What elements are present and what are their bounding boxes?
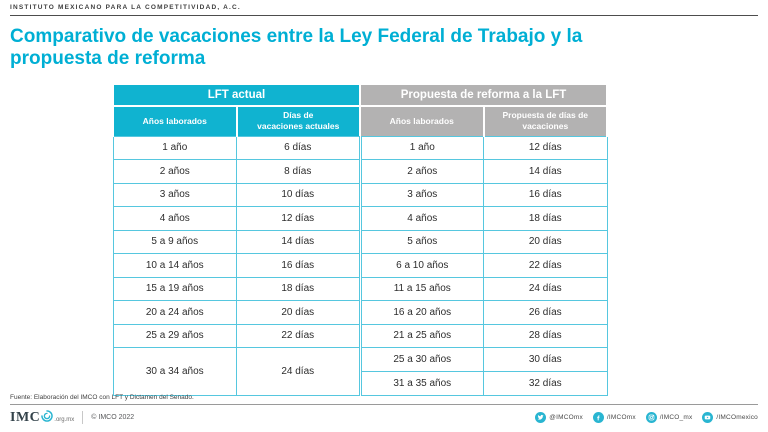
comparison-table: LFT actual Propuesta de reforma a la LFT… xyxy=(111,83,609,396)
top-divider xyxy=(10,15,758,16)
cell-lft-days: 22 días xyxy=(236,323,361,348)
imco-logo: IMC .org.mx © IMCO 2022 xyxy=(10,408,134,427)
social-label: /IMCO_mx xyxy=(659,414,693,421)
cell-lft-days: 14 días xyxy=(236,229,361,254)
cell-lft-years: 1 año xyxy=(112,135,237,160)
cell-reforma-days: 24 días xyxy=(483,276,608,301)
footer: IMC .org.mx © IMCO 2022 @IMCOmx xyxy=(10,407,758,428)
header-propuesta-reforma: Propuesta de reforma a la LFT xyxy=(359,83,609,107)
table-row: 2 años 8 días 2 años 14 días xyxy=(112,159,608,184)
cell-reforma-years: 11 a 15 años xyxy=(358,276,485,301)
youtube-icon xyxy=(702,412,714,423)
cell-lft-years: 20 a 24 años xyxy=(112,300,237,325)
table-row: 15 a 19 años 18 días 11 a 15 años 24 día… xyxy=(112,276,608,301)
table-row: 1 año 6 días 1 año 12 días xyxy=(112,135,608,160)
cell-reforma-years: 21 a 25 años xyxy=(358,323,485,348)
social-label: /IMCOmx xyxy=(606,414,636,421)
cell-lft-years: 5 a 9 años xyxy=(112,229,237,254)
cell-reforma-days: 16 días xyxy=(483,182,608,207)
instagram-icon xyxy=(645,412,657,423)
cell-lft-years: 3 años xyxy=(112,182,237,207)
cell-reforma-days: 28 días xyxy=(483,323,608,348)
cell-reforma-days: 14 días xyxy=(483,159,608,184)
source-note: Fuente: Elaboración del IMCO con LFT y D… xyxy=(10,394,758,405)
table-row: 5 a 9 años 14 días 5 años 20 días xyxy=(112,229,608,254)
cell-reforma-years: 6 a 10 años xyxy=(358,253,485,278)
col-header-reforma-days: Propuesta de días de vacaciones xyxy=(482,105,609,137)
cell-reforma-years: 3 años xyxy=(358,182,485,207)
col-header-lft-days: Días de vacaciones actuales xyxy=(235,105,362,137)
copyright: © IMCO 2022 xyxy=(91,414,135,421)
social-facebook: /IMCOmx xyxy=(592,412,636,423)
twitter-icon xyxy=(535,412,547,423)
cell-reforma-years: 25 a 30 años xyxy=(358,347,485,372)
table-row: 3 años 10 días 3 años 16 días xyxy=(112,182,608,207)
social-label: /IMCOmexico xyxy=(716,414,758,421)
cell-lft-years: 25 a 29 años xyxy=(112,323,237,348)
imco-swirl-o-icon xyxy=(41,409,54,427)
imco-logo-letters: IMC xyxy=(10,409,41,425)
cell-lft-days: 8 días xyxy=(236,159,361,184)
cell-reforma-days: 26 días xyxy=(483,300,608,325)
cell-reforma-days: 18 días xyxy=(483,206,608,231)
social-youtube: /IMCOmexico xyxy=(702,412,758,423)
cell-lft-days-merged: 24 días xyxy=(236,347,361,396)
cell-reforma-days: 20 días xyxy=(483,229,608,254)
page-title: Comparativo de vacaciones entre la Ley F… xyxy=(10,26,583,69)
cell-reforma-days: 30 días xyxy=(483,347,608,372)
table-row: 20 a 24 años 20 días 16 a 20 años 26 día… xyxy=(112,300,608,325)
cell-lft-years: 10 a 14 años xyxy=(112,253,237,278)
cell-reforma-years: 4 años xyxy=(358,206,485,231)
social-links: @IMCOmx /IMCOmx /IMCO_mx xyxy=(535,412,758,423)
cell-reforma-years: 2 años xyxy=(358,159,485,184)
col-header-reforma-years: Años laborados xyxy=(359,105,485,137)
cell-reforma-days: 22 días xyxy=(483,253,608,278)
table-row: 25 a 29 años 22 días 21 a 25 años 28 día… xyxy=(112,323,608,348)
social-twitter: @IMCOmx xyxy=(535,412,583,423)
cell-lft-days: 18 días xyxy=(236,276,361,301)
social-instagram: /IMCO_mx xyxy=(645,412,693,423)
cell-lft-years: 15 a 19 años xyxy=(112,276,237,301)
cell-reforma-years: 31 a 35 años xyxy=(358,371,485,396)
cell-reforma-years: 1 año xyxy=(358,135,485,160)
social-label: @IMCOmx xyxy=(549,414,583,421)
cell-reforma-days: 12 días xyxy=(483,135,608,160)
cell-lft-years: 2 años xyxy=(112,159,237,184)
footer-divider xyxy=(82,411,84,424)
org-name: INSTITUTO MEXICANO PARA LA COMPETITIVIDA… xyxy=(10,4,241,11)
cell-lft-years-merged: 30 a 34 años xyxy=(112,347,237,396)
imco-logo-domain: .org.mx xyxy=(54,416,75,423)
cell-reforma-years: 16 a 20 años xyxy=(358,300,485,325)
col-header-lft-years: Años laborados xyxy=(112,105,238,137)
facebook-icon xyxy=(592,412,604,423)
header-lft-actual: LFT actual xyxy=(111,83,362,107)
cell-lft-days: 12 días xyxy=(236,206,361,231)
cell-reforma-years: 5 años xyxy=(358,229,485,254)
cell-reforma-days: 32 días xyxy=(483,371,608,396)
cell-lft-days: 16 días xyxy=(236,253,361,278)
table-row: 10 a 14 años 16 días 6 a 10 años 22 días xyxy=(112,253,608,278)
cell-lft-years: 4 años xyxy=(112,206,237,231)
table-row: 31 a 35 años 32 días xyxy=(113,371,608,396)
cell-lft-days: 10 días xyxy=(236,182,361,207)
cell-lft-days: 6 días xyxy=(236,135,361,160)
cell-lft-days: 20 días xyxy=(236,300,361,325)
table-row: 4 años 12 días 4 años 18 días xyxy=(112,206,608,231)
table-row: 30 a 34 años 24 días 25 a 30 años 30 día… xyxy=(112,347,608,396)
